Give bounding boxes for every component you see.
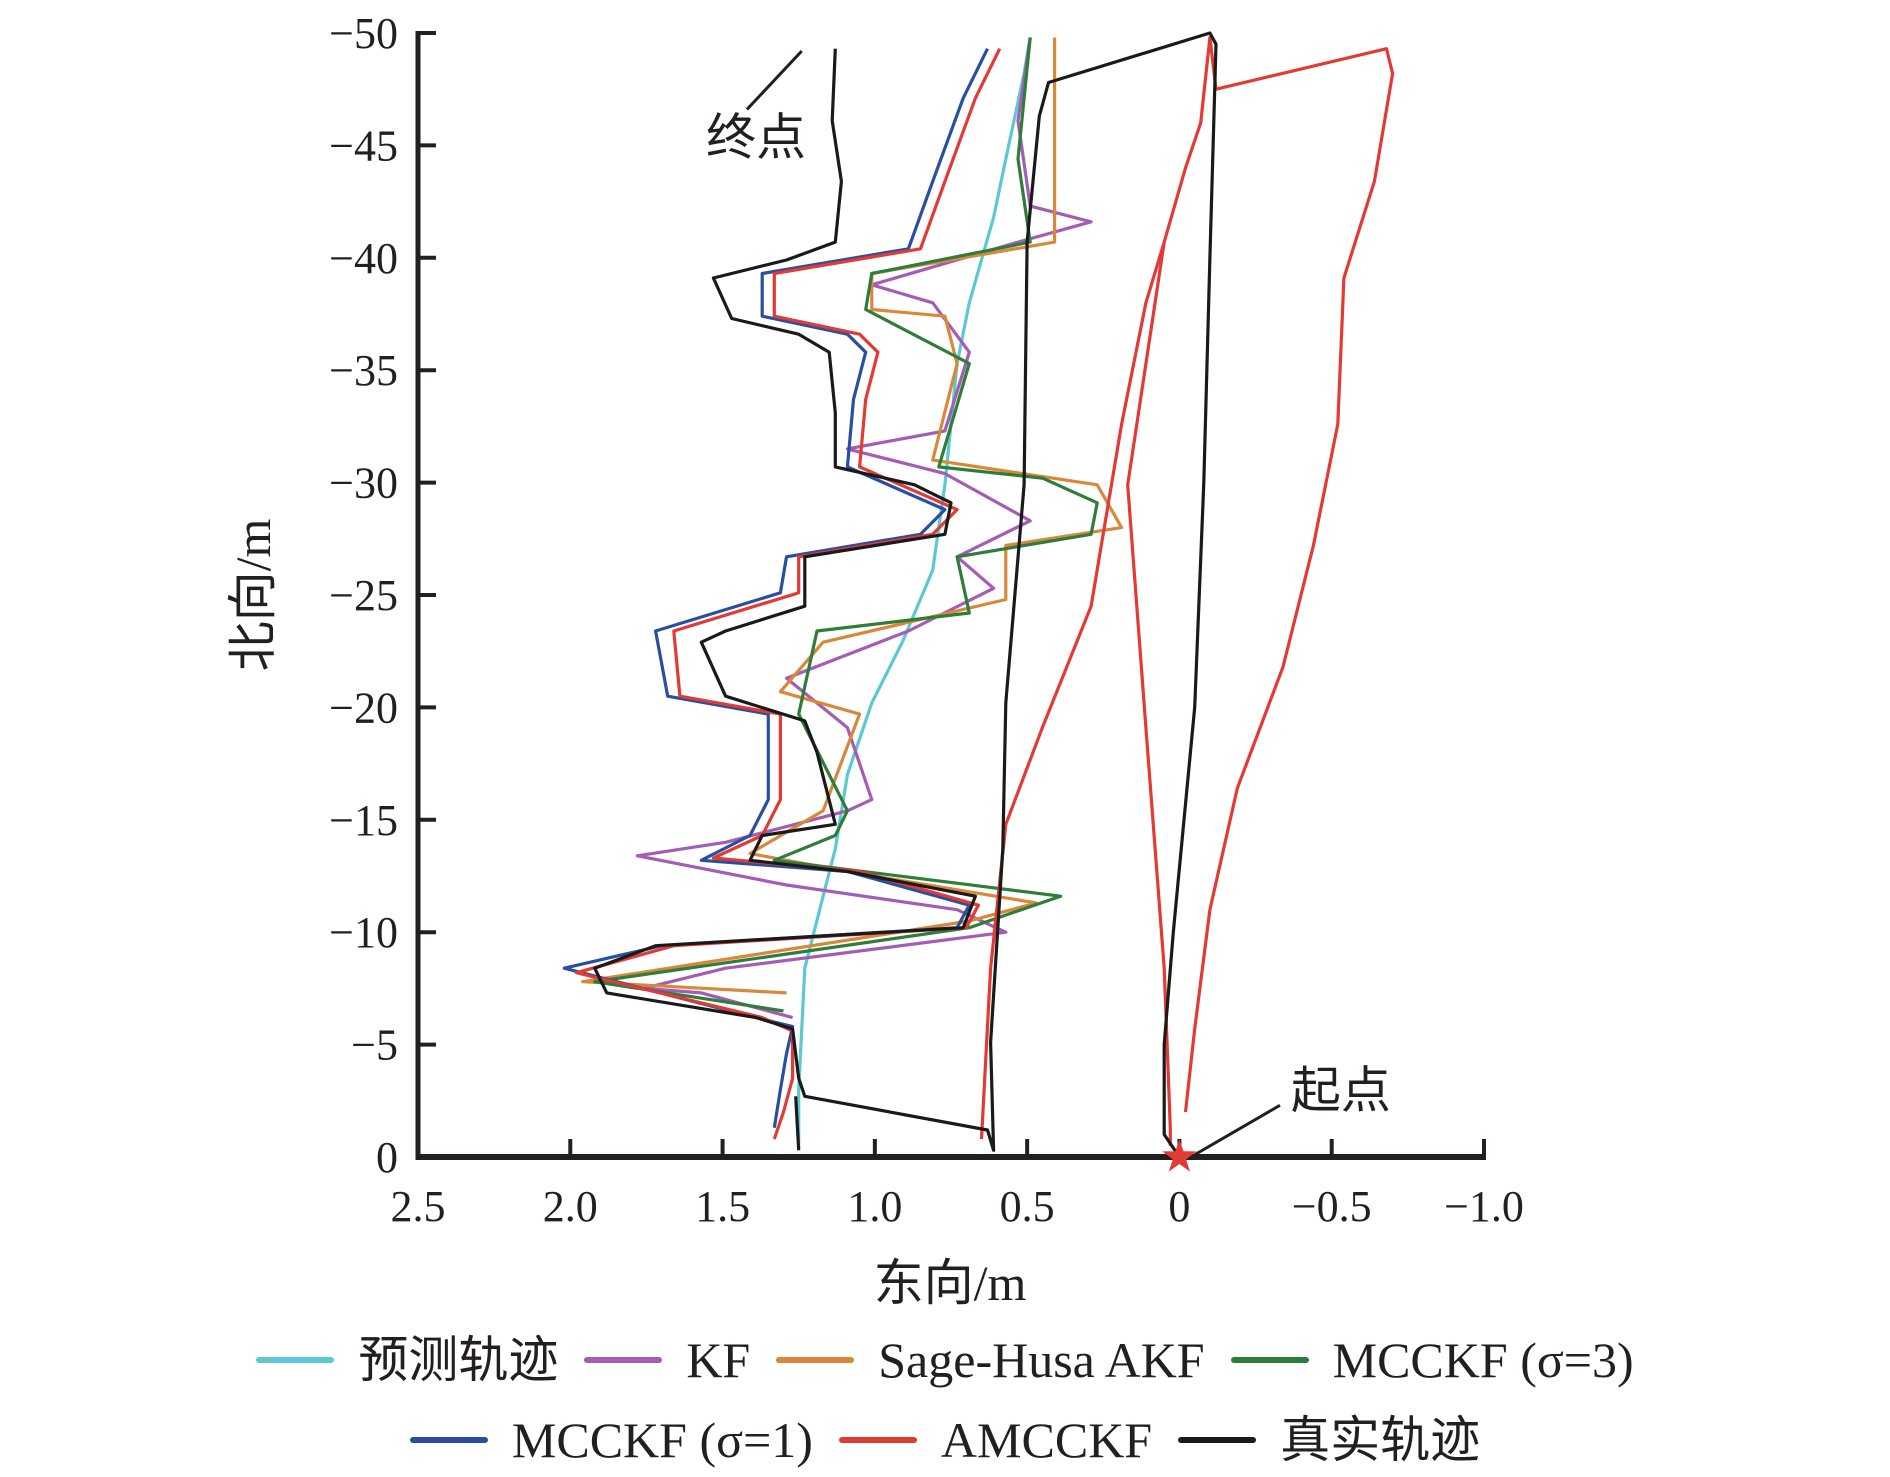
legend-item-mcckf-1: MCCKF (σ=1) <box>409 1410 813 1470</box>
x-tick-label: 0 <box>1168 1182 1190 1231</box>
x-tick-label: 0.5 <box>1000 1182 1055 1231</box>
series-line-5 <box>574 47 1002 1140</box>
legend-label: MCCKF (σ=3) <box>1332 1332 1634 1388</box>
legend-swatch <box>838 1437 917 1443</box>
x-tick-label: −1.0 <box>1444 1182 1524 1231</box>
x-axis-title: 东向/m <box>874 1255 1027 1311</box>
legend-swatch <box>1230 1357 1309 1363</box>
legend-item-sage-husa: Sage-Husa AKF <box>776 1330 1205 1390</box>
start-star-icon <box>1162 1139 1197 1172</box>
legend-label: 预测轨迹 <box>358 1332 559 1388</box>
legend-label: MCCKF (σ=1) <box>511 1412 813 1468</box>
x-tick-label: −0.5 <box>1292 1182 1372 1231</box>
legend-label: KF <box>686 1332 751 1388</box>
y-tick-label: −50 <box>329 9 398 58</box>
series-line-3 <box>593 37 1099 1013</box>
series-line-6 <box>794 1096 801 1151</box>
series-line-1 <box>635 37 1093 1020</box>
legend-row-1: 预测轨迹 KF Sage-Husa AKF MCCKF (σ=3) <box>0 1330 1890 1390</box>
y-tick-label: −35 <box>329 346 398 395</box>
series-line-5 <box>979 35 1395 1140</box>
annotation-pointer <box>745 49 803 111</box>
legend-label: 真实轨迹 <box>1280 1412 1481 1468</box>
y-tick-label: −10 <box>329 908 398 957</box>
x-tick-label: 1.0 <box>847 1182 902 1231</box>
y-tick-label: −30 <box>329 459 398 508</box>
y-tick-label: −5 <box>351 1021 398 1070</box>
legend-item-predicted: 预测轨迹 <box>256 1330 558 1390</box>
annotation-label: 起点 <box>1291 1063 1391 1119</box>
legend-label: Sage-Husa AKF <box>878 1332 1205 1388</box>
series-line-0 <box>797 37 1032 1148</box>
legend-item-amcckf: AMCCKF <box>838 1410 1153 1470</box>
y-tick-label: −25 <box>329 571 398 620</box>
x-tick-label: 2.0 <box>543 1182 598 1231</box>
annotation-pointer <box>1193 1103 1281 1157</box>
y-tick-label: 0 <box>376 1133 398 1182</box>
series-line-5 <box>1126 241 1172 1146</box>
y-tick-label: −45 <box>329 121 398 170</box>
legend-item-kf: KF <box>584 1330 750 1390</box>
y-tick-label: −20 <box>329 683 398 732</box>
legend-swatch <box>256 1357 335 1363</box>
annotation-label: 终点 <box>706 109 806 165</box>
x-tick-label: 2.5 <box>391 1182 446 1231</box>
y-tick-label: −15 <box>329 796 398 845</box>
series-line-6 <box>593 31 1218 1158</box>
legend-swatch <box>1178 1437 1257 1443</box>
x-tick-label: 1.5 <box>695 1182 750 1231</box>
trajectory-chart: 2.5 2.0 1.5 1.0 0.5 0 −0.5 −1.0−50−45−40−35−30−… <box>225 9 1524 1311</box>
legend-swatch <box>776 1357 855 1363</box>
y-tick-label: −40 <box>329 234 398 283</box>
legend-item-true: 真实轨迹 <box>1178 1410 1480 1470</box>
y-axis-title: 北向/m <box>225 519 281 672</box>
series-line-2 <box>580 37 1124 995</box>
legend-row-2: MCCKF (σ=1) AMCCKF 真实轨迹 <box>0 1410 1890 1470</box>
legend-swatch <box>584 1357 663 1363</box>
legend-swatch <box>409 1437 488 1443</box>
legend-item-mcckf-3: MCCKF (σ=3) <box>1230 1330 1634 1390</box>
legend-label: AMCCKF <box>940 1412 1153 1468</box>
